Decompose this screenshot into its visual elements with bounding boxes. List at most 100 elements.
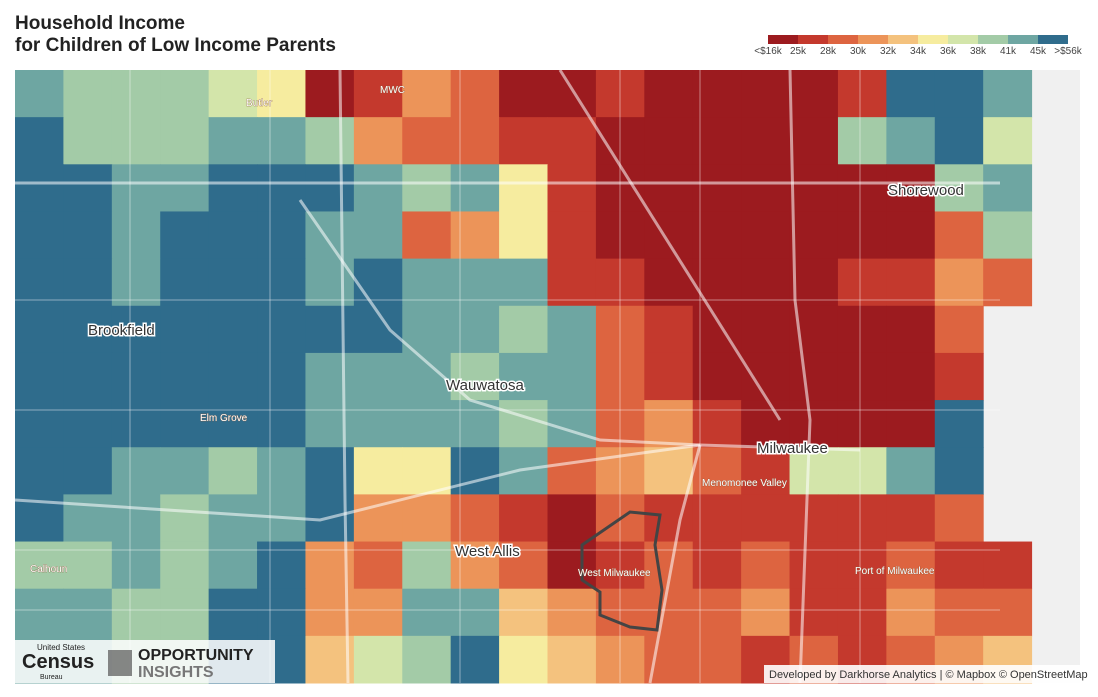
tract [789,400,839,448]
tract [499,258,548,307]
tract [208,211,258,260]
tract [305,117,355,165]
tract [741,305,791,354]
tract [499,635,548,684]
tract [208,352,258,401]
legend-label: 28k [820,46,837,57]
tract [741,117,791,165]
tract [886,70,936,118]
tract [450,164,500,212]
tract [644,117,694,165]
tract [305,70,355,118]
place-label: Calhoun [30,564,67,575]
attribution: Developed by Darkhorse Analytics | © Map… [769,669,1088,681]
tract [257,541,306,590]
tract [353,447,403,495]
tract [983,164,1033,212]
tract [305,400,355,448]
tract [934,447,984,495]
tracts [15,70,1033,684]
tract [160,541,210,590]
tract [450,541,500,590]
tract [208,258,258,307]
legend-swatch [768,35,798,44]
tract [837,164,887,212]
place-label: Brookfield [88,322,155,339]
tract [837,447,887,495]
tract [15,211,64,260]
tract [789,211,839,260]
logo-box [15,640,275,683]
tract [983,211,1033,260]
tract [257,117,306,165]
tract [257,211,306,260]
tract [886,164,936,212]
tract [208,494,258,543]
tract [208,117,258,165]
tract [305,352,355,401]
tract [402,117,452,165]
tract [499,70,548,118]
tract [837,211,887,260]
place-label: Menomonee Valley [702,478,787,489]
tract [402,635,452,684]
tract [644,70,694,118]
legend: <$16k 25k 28k 30k 32k 34k 36k 38k 41k 45k >$56k [754,35,1083,57]
tract [450,305,500,354]
tract [886,447,936,495]
tract [934,70,984,118]
tract [741,541,791,590]
place-label: Elm Grove [200,413,248,424]
tract [934,541,984,590]
tract [257,400,306,448]
logo-text: Bureau [40,674,63,681]
tract [402,258,452,307]
tract [402,305,452,354]
tract [692,541,742,590]
tract [111,447,161,495]
tract [837,541,887,590]
tract [789,258,839,307]
tract [741,164,791,212]
tract [257,70,306,118]
tract [208,588,258,637]
tract [741,70,791,118]
tract [160,70,210,118]
tract [63,588,113,637]
tract [160,494,210,543]
place-label: Milwaukee [757,440,828,457]
tract [15,400,64,448]
tract [837,305,887,354]
tract [644,447,694,495]
tract [208,305,258,354]
legend-swatch [888,35,918,44]
place-label: Shorewood [888,182,964,199]
tract [111,541,161,590]
tract [934,494,984,543]
tract [450,352,500,401]
tract [789,447,839,495]
tract [547,70,597,118]
legend-label: <$16k [754,46,783,57]
tract [15,352,64,401]
logo-text: INSIGHTS [138,664,214,681]
logo-text: OPPORTUNITY [138,647,254,664]
tract [692,258,742,307]
tract [692,635,742,684]
tract [983,258,1033,307]
tract [450,117,500,165]
tract [111,400,161,448]
tract [644,164,694,212]
legend-swatch [798,35,828,44]
tract [450,211,500,260]
legend-label: >$56k [1054,46,1083,57]
tract [353,70,403,118]
tract [305,305,355,354]
place-label: West Allis [455,543,520,560]
tract [934,305,984,354]
title: Household Income [15,13,185,34]
tract [692,400,742,448]
tract [934,400,984,448]
tract [111,494,161,543]
tract [208,541,258,590]
